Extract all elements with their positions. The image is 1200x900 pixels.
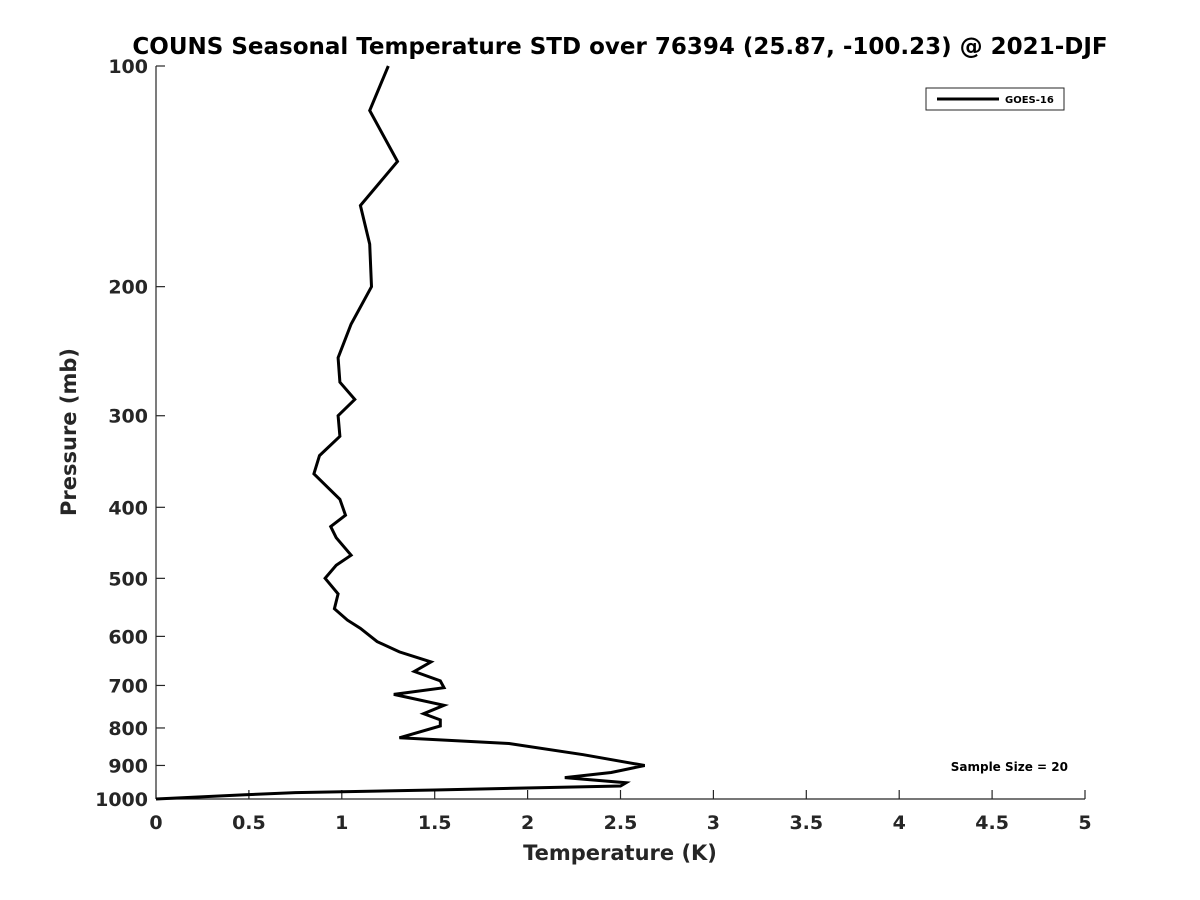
x-tick-label-9: 4.5: [975, 812, 1009, 834]
x-tick-label-6: 3: [707, 812, 720, 834]
sample-size-annotation: Sample Size = 20: [951, 760, 1068, 774]
y-axis-label: Pressure (mb): [57, 348, 81, 516]
y-tick-label-6: 700: [108, 675, 148, 697]
chart-title: COUNS Seasonal Temperature STD over 7639…: [132, 34, 1107, 60]
legend-label-goes-16: GOES-16: [1005, 95, 1054, 106]
x-tick-label-8: 4: [893, 812, 906, 834]
y-axis-ticks: 100 200 300 400 500 600 700 800 900 1000: [95, 56, 165, 811]
series-layer: [155, 65, 646, 801]
y-tick-label-7: 800: [108, 718, 148, 740]
y-tick-label-0: 100: [108, 56, 148, 78]
x-tick-label-2: 1: [335, 812, 348, 834]
plot-area: 0 0.5 1 1.5 2 2.5 3 3.5 4 4.5 5 100 200 300 400 500 600…: [95, 56, 1092, 834]
y-tick-label-8: 900: [108, 755, 148, 777]
x-tick-label-10: 5: [1078, 812, 1091, 834]
y-tick-label-5: 600: [108, 626, 148, 648]
legend: GOES-16: [925, 87, 1065, 111]
x-tick-label-3: 1.5: [418, 812, 452, 834]
series-line-goes-16: [155, 65, 646, 801]
x-tick-label-4: 2: [521, 812, 534, 834]
x-tick-label-5: 2.5: [604, 812, 638, 834]
x-axis-label: Temperature (K): [523, 841, 717, 865]
y-tick-label-4: 500: [108, 568, 148, 590]
y-tick-label-9: 1000: [95, 789, 148, 811]
y-tick-label-1: 200: [108, 277, 148, 299]
y-tick-label-3: 400: [108, 497, 148, 519]
x-tick-label-7: 3.5: [789, 812, 823, 834]
x-axis-ticks: 0 0.5 1 1.5 2 2.5 3 3.5 4 4.5 5: [149, 790, 1092, 834]
x-tick-label-0: 0: [149, 812, 162, 834]
x-tick-label-1: 0.5: [232, 812, 266, 834]
y-tick-label-2: 300: [108, 406, 148, 428]
